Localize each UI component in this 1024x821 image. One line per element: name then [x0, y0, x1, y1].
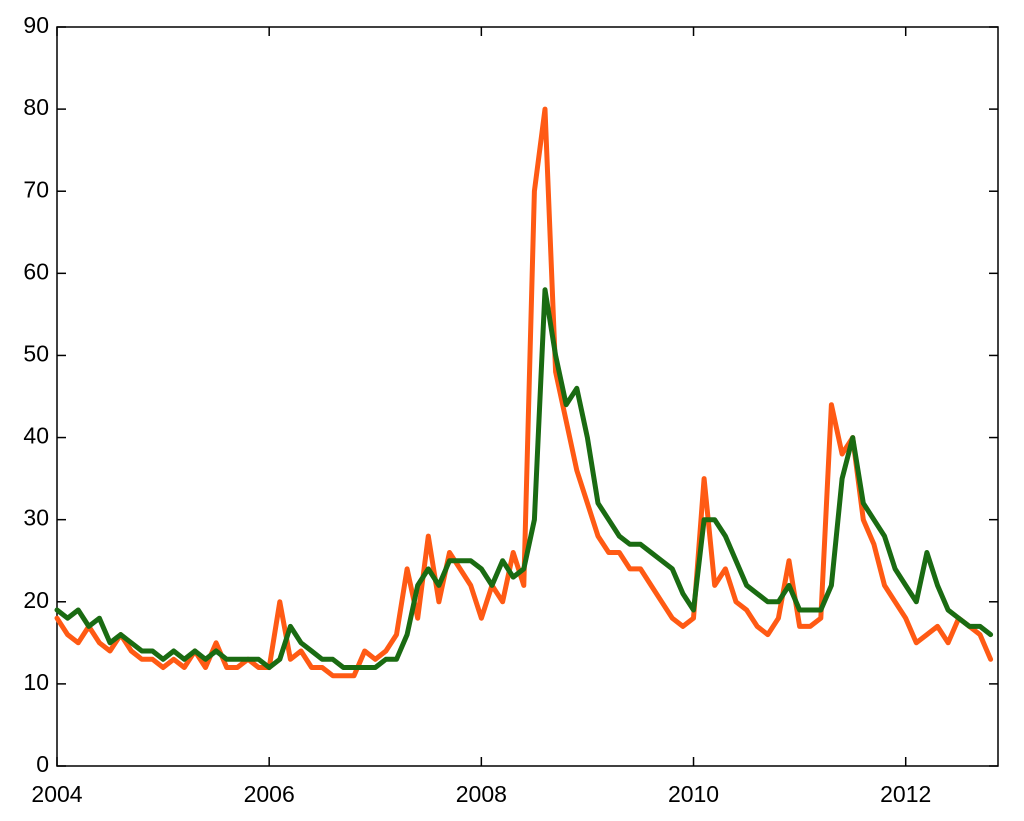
y-tick-label: 0 — [36, 751, 49, 777]
series-line — [54, 287, 994, 670]
y-tick-label: 20 — [23, 587, 49, 613]
x-tick-label: 2012 — [880, 781, 931, 807]
x-tick-label: 2006 — [244, 781, 295, 807]
series-line — [54, 106, 994, 679]
y-tick-label: 60 — [23, 258, 49, 284]
y-tick-label: 50 — [23, 341, 49, 367]
plot-frame — [56, 26, 999, 767]
x-tick-label: 2004 — [31, 781, 82, 807]
y-tick-label: 10 — [23, 669, 49, 695]
y-tick-label: 90 — [23, 12, 49, 38]
y-tick-label: 40 — [23, 423, 49, 449]
x-tick-label: 2008 — [456, 781, 507, 807]
y-tick-label: 80 — [23, 94, 49, 120]
y-tick-label: 70 — [23, 176, 49, 202]
y-tick-label: 30 — [23, 505, 49, 531]
x-tick-label: 2010 — [668, 781, 719, 807]
